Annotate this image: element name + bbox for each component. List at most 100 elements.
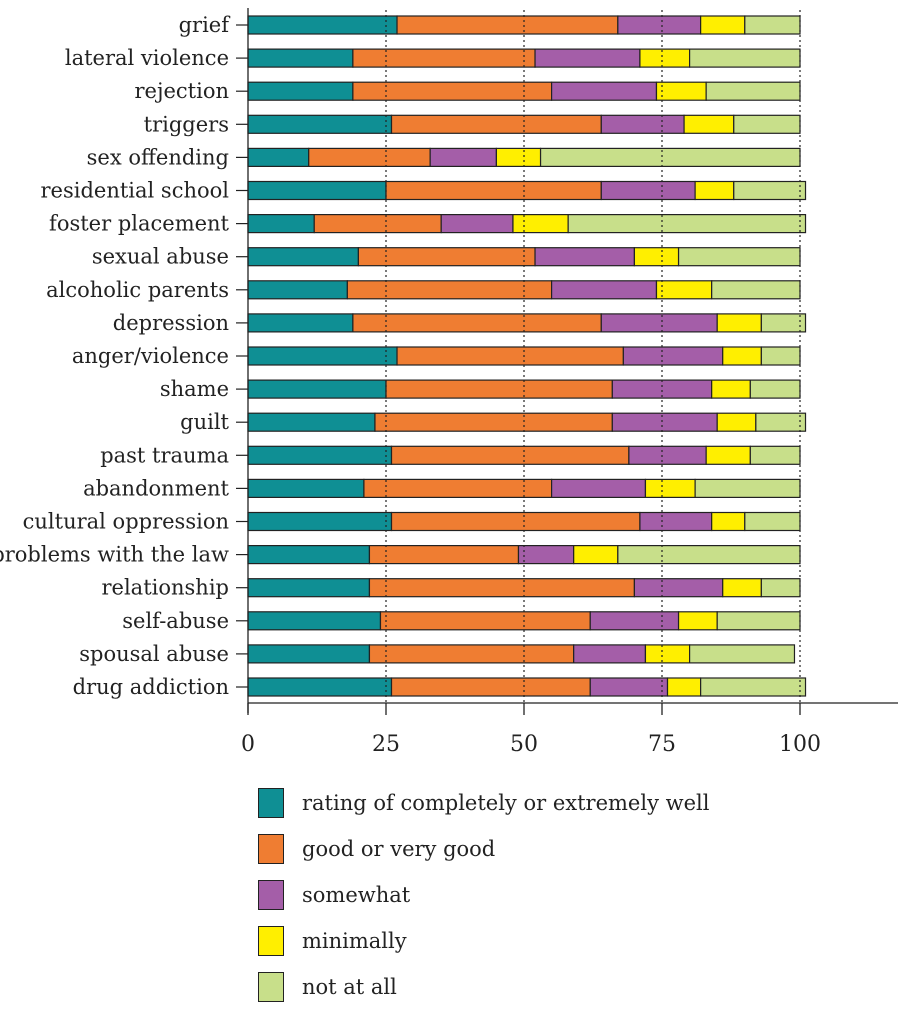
bar-segment-not [539, 147, 801, 167]
bar-segment-minimally [666, 677, 702, 697]
bar-segment-rating [247, 280, 348, 300]
bar-segment-good [352, 313, 602, 333]
legend-item: not at all [258, 972, 709, 1002]
bar-segment-good [374, 412, 613, 432]
bar-segment-not [567, 214, 807, 234]
legend-item: rating of completely or extremely well [258, 788, 709, 818]
bar-segment-minimally [633, 247, 680, 267]
bar-segment-not [733, 114, 801, 134]
bar-segment-somewhat [611, 412, 718, 432]
bar-segment-minimally [644, 478, 696, 498]
bar-segment-minimally [705, 445, 751, 465]
legend-item: somewhat [258, 880, 709, 910]
bar-segment-not [744, 511, 801, 532]
bar-segment-minimally [677, 611, 718, 631]
bar-segment-minimally [512, 214, 569, 234]
bar-segment-rating [247, 15, 398, 35]
bar-segment-rating [247, 412, 376, 432]
bar-segment-somewhat [550, 81, 658, 101]
x-tick-label: 75 [648, 732, 676, 757]
bar-segment-not [705, 81, 801, 101]
bar-segment-somewhat [550, 478, 647, 498]
bar-segment-minimally [716, 313, 762, 333]
bar-segment-good [352, 48, 536, 68]
category-labels: grief lateral violence rejection triggers se… [0, 13, 231, 699]
category-label: abandonment [83, 476, 229, 500]
bar-segment-rating [247, 511, 393, 532]
bar-segment-rating [247, 578, 371, 598]
bar-segment-good [385, 379, 613, 399]
bar-segment-minimally [573, 544, 619, 565]
bar-segment-not [733, 180, 807, 201]
bar-segment-minimally [711, 511, 746, 532]
stacked-bar-chart: grief lateral violence rejection triggers se… [0, 8, 898, 757]
bar-segment-rating [247, 544, 371, 565]
category-label: relationship [102, 576, 230, 600]
bar-segment-minimally [495, 147, 542, 167]
category-label: rejection [135, 79, 230, 103]
bar-segment-not [694, 478, 801, 498]
bar-segment-somewhat [589, 677, 669, 697]
bar-segment-not [760, 346, 801, 366]
bar-segment-somewhat [600, 180, 696, 201]
bar-segment-not [716, 611, 801, 631]
bar-segment-good [379, 611, 591, 631]
bar-segment-not [755, 412, 807, 432]
category-label: lateral violence [65, 46, 229, 70]
legend-swatch [258, 834, 284, 864]
legend-label: minimally [302, 929, 407, 953]
bar-segment-somewhat [639, 511, 713, 532]
legend-label: rating of completely or extremely well [302, 791, 710, 815]
bar-segment-somewhat [534, 48, 641, 68]
bar-segment-somewhat [534, 247, 635, 267]
bar-segment-rating [247, 81, 354, 101]
bar-segment-somewhat [617, 15, 702, 35]
bar-segment-good [390, 677, 591, 697]
category-label: spousal abuse [79, 642, 229, 666]
category-label: anger/violence [72, 344, 229, 368]
bar-segment-somewhat [622, 346, 724, 366]
bar-segment-rating [247, 214, 315, 234]
bar-segment-somewhat [550, 280, 658, 300]
bar-segment-good [313, 214, 442, 234]
legend-item: good or very good [258, 834, 709, 864]
bar-segment-somewhat [517, 544, 575, 565]
bar-segment-minimally [683, 114, 735, 134]
bar-segment-minimally [639, 48, 691, 68]
bar-segment-good [308, 147, 431, 167]
legend-item: minimally [258, 926, 709, 956]
category-label: cultural oppression [23, 510, 229, 534]
bar-segment-minimally [700, 15, 746, 35]
category-label: triggers [144, 112, 229, 136]
bar-segment-not [677, 247, 801, 267]
bar-segment-minimally [644, 644, 691, 664]
bar-segment-minimally [655, 81, 707, 101]
bar-segment-good [363, 478, 553, 498]
category-label: sexual abuse [92, 245, 229, 269]
bar-segment-rating [247, 677, 393, 697]
bar-segment-good [368, 544, 520, 565]
bar-segment-not [760, 578, 801, 598]
category-label: foster placement [49, 212, 230, 236]
bar-segment-not [711, 280, 801, 300]
bar-segment-not [688, 48, 801, 68]
bar-segment-rating [247, 313, 354, 333]
bar-segment-good [346, 280, 553, 300]
legend-swatch [258, 972, 284, 1002]
category-label: guilt [180, 410, 229, 434]
bar-segment-rating [247, 247, 360, 267]
legend-label: not at all [302, 975, 397, 999]
category-label: residential school [41, 179, 230, 203]
category-label: self-abuse [122, 609, 229, 633]
x-tick-label: 100 [779, 732, 821, 757]
bar-segment-not [688, 644, 796, 664]
x-tick-label: 25 [372, 732, 400, 757]
bar-segment-minimally [716, 412, 757, 432]
legend-label: somewhat [302, 883, 411, 907]
legend-label: good or very good [302, 837, 496, 861]
bars-layer [247, 15, 807, 697]
category-label: past trauma [100, 443, 229, 467]
legend-swatch [258, 788, 284, 818]
bar-segment-somewhat [600, 114, 685, 134]
bar-segment-not [744, 15, 801, 35]
